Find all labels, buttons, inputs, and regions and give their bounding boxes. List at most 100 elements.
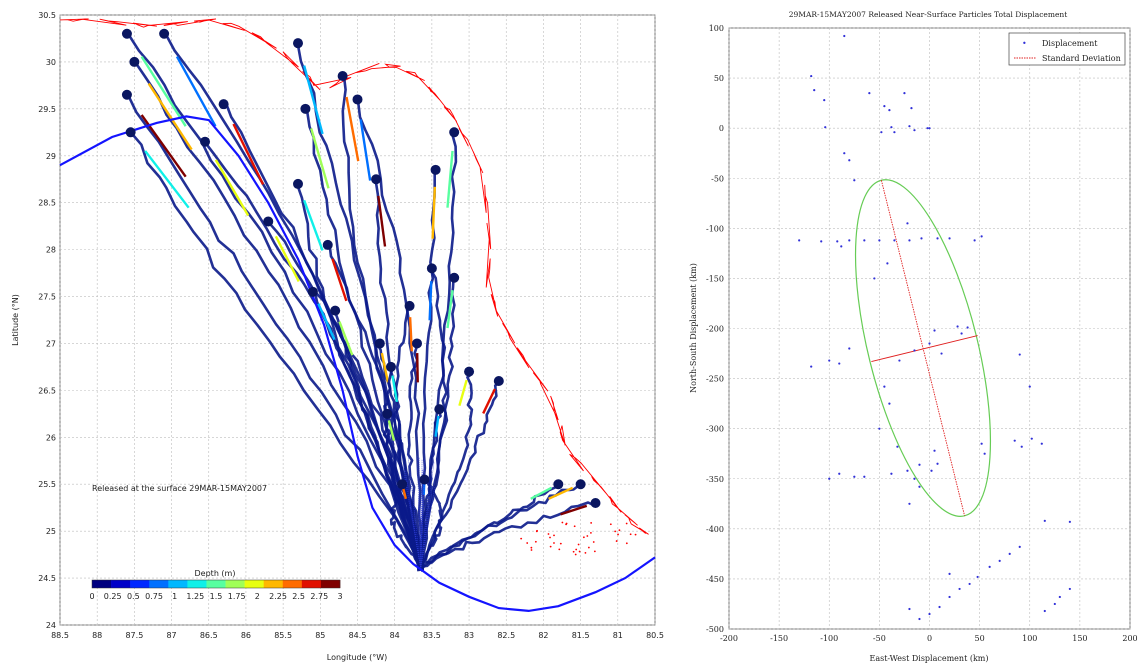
scatter-y-tick-label: -250 [706,375,724,384]
displacement-point [1053,602,1056,606]
colorbar-tick-label: 1.75 [228,592,246,601]
keys-island-mark [559,542,562,545]
displacement-point [988,565,991,568]
trajectory-depth-segment [310,128,330,189]
displacement-point [903,92,906,95]
scatter-x-tick-label: -50 [873,634,886,643]
trajectory-depth-segment [175,56,217,127]
displacement-point [886,262,889,265]
scatter-y-tick-label: -450 [706,575,724,584]
displacement-point [1043,519,1046,522]
colorbar-swatch [187,580,207,588]
trajectory-depth-segment [140,55,187,127]
coastline [59,18,649,556]
trajectory-depth-segment [214,159,250,217]
particle-endpoint [159,28,170,39]
trajectory-path [406,343,425,571]
particle-endpoint [434,404,445,415]
displacement-point [1018,545,1021,548]
trajectory-depth-segment [548,486,574,500]
particle-endpoint [374,338,385,349]
displacement-point [906,222,909,225]
particle-endpoint [263,216,274,227]
map-x-tick-label: 86 [241,631,251,640]
colorbar-swatches [91,579,341,589]
displacement-point [928,127,931,130]
displacement-point [896,445,899,448]
trajectory-depth-segment [302,65,324,135]
trajectory-depth-segment [232,123,265,185]
displacement-point [918,485,921,488]
displacement-point [913,349,916,352]
particle-endpoint [426,263,437,274]
colorbar-ticks: 0 0.25 0.5 0.75 1 1.25 1.5 1.75 2 2.25 2.5 2.75 3 [89,592,342,601]
trajectory-path [127,96,420,567]
trajectory-depth-segment [428,281,433,321]
trajectory-path [126,32,423,571]
map-x-tick-label: 86.5 [200,631,218,640]
map-x-tick-label: 82.5 [497,631,515,640]
trajectory-depth-segment [446,290,454,329]
displacement-point [1030,437,1033,440]
keys-island-mark [629,533,632,536]
particle-endpoint [493,376,504,386]
displacement-point [890,472,893,475]
trajectory-path [294,180,424,571]
release-line [420,492,429,569]
trajectory-path [421,381,501,571]
colorbar-tick-label: 1 [172,592,177,601]
map-y-tick-label: 25 [46,527,56,536]
displacement-point [798,239,801,242]
map-x-tick-label: 82 [538,631,548,640]
scatter-y-tick-label: -150 [706,274,724,283]
displacement-point [940,352,943,355]
trajectory-depth-segment [147,82,193,151]
map-x-tick-label: 85 [315,631,325,640]
displacement-point [1068,587,1071,591]
scatter-x-tick-label: -200 [720,634,738,643]
particle-endpoint [430,164,441,175]
displacement-point [810,74,813,78]
colorbar-swatch [225,580,245,588]
trajectory-depth-segment [303,199,324,251]
trajectory-depth-segment [387,420,396,441]
displacement-point [926,127,929,130]
colorbar-frame [91,579,341,589]
displacement-point [913,129,916,132]
coastline-path [59,18,649,535]
displacement-point [828,477,831,480]
keys-island-mark [590,532,592,534]
particle-endpoint [553,479,564,490]
keys-island-mark [625,542,628,545]
displacement-point [810,365,813,368]
depth-colorbar: Depth (m) 0 0.25 0.5 0.75 1 1.25 1.5 1.75 2 2.25 2… [89,569,342,601]
trajectory-depth-segment [144,150,190,209]
keys-island-mark [593,550,596,553]
displacement-point [848,239,851,242]
map-y-tick-label: 24 [46,621,56,630]
colorbar-tick-label: 1.25 [186,592,204,601]
displacement-point [838,472,841,475]
keys-island-mark [530,549,533,551]
displacement-point [1013,439,1016,442]
scatter-x-tick-label: 200 [1122,634,1137,643]
keys-island-mark [549,536,551,539]
colorbar-tick-label: 0 [89,592,94,601]
displacement-point [1008,552,1011,555]
particle-endpoint [371,174,382,185]
keys-island-mark [578,550,581,553]
map-x-tick-label: 88 [92,631,102,640]
particle-endpoint [397,479,408,490]
map-x-tick-label: 87.5 [125,631,143,640]
scatter-x-tick-label: 150 [1072,634,1087,643]
map-x-tick-label: 81 [613,631,623,640]
trajectory-depth-segment [482,388,496,414]
displacement-point [976,575,979,579]
trajectory-depth-segment [415,353,419,383]
displacement-point [983,452,986,455]
colorbar-tick-label: 2.75 [310,592,328,601]
displacement-point [973,239,976,242]
colorbar-swatch [263,580,284,588]
particle-endpoint [404,300,415,311]
keys-island-mark [547,533,550,535]
